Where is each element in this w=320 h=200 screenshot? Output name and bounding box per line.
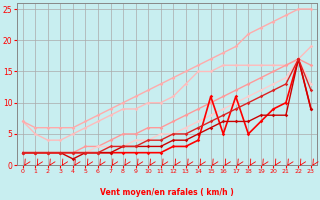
X-axis label: Vent moyen/en rafales ( km/h ): Vent moyen/en rafales ( km/h ) [100, 188, 234, 197]
